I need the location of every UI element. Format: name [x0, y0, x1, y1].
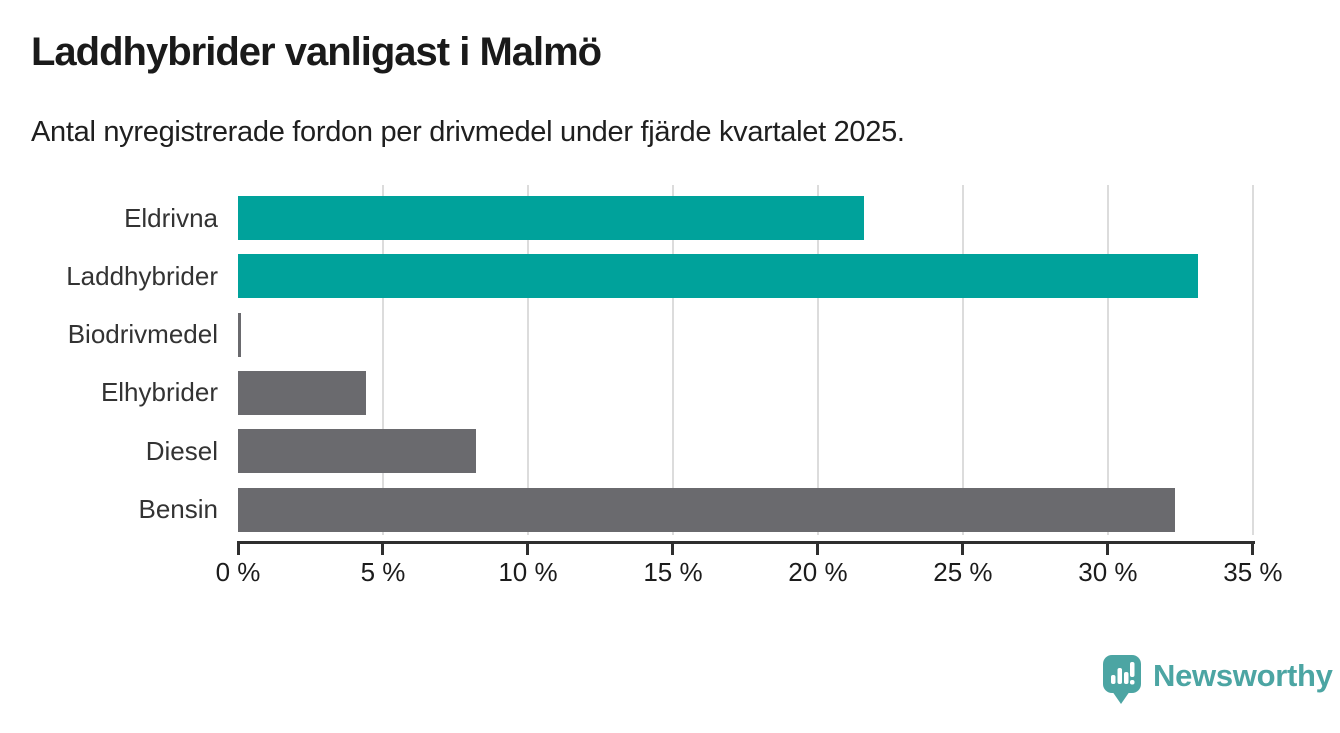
x-axis-tick-label-20: 20 % [788, 557, 848, 587]
bar-chart: Eldrivna Laddhybrider Biodrivmedel Elhybrid… [0, 185, 1340, 605]
category-label-diesel: Diesel [145, 435, 218, 466]
category-label-laddhybrider: Laddhybrider [66, 260, 218, 291]
newsworthy-logo: Newsworthy [1103, 655, 1333, 707]
logo-bar-chart-glyph [1111, 662, 1135, 685]
x-axis-tick-5 [381, 541, 385, 555]
gridline-25 [961, 185, 964, 535]
chart-title: Laddhybrider vanligast i Malmö [31, 30, 602, 74]
x-axis-tick-label-15: 15 % [643, 557, 703, 587]
x-axis-tick-20 [816, 541, 820, 555]
x-axis-tick-label-30: 30 % [1078, 557, 1138, 587]
x-axis-tick-label-5: 5 % [360, 557, 406, 587]
x-axis-tick-30 [1106, 541, 1110, 555]
category-label-eldrivna: Eldrivna [124, 202, 218, 233]
x-axis-tick-label-25: 25 % [933, 557, 993, 587]
gridline-10 [526, 185, 529, 535]
bar-laddhybrider [238, 254, 1198, 299]
bar-elhybrider [238, 370, 366, 415]
category-label-elhybrider: Elhybrider [100, 377, 218, 408]
gridline-20 [816, 185, 819, 535]
gridline-15 [671, 185, 674, 535]
x-axis-tick-label-35: 35 % [1223, 557, 1283, 587]
gridline-35 [1251, 185, 1254, 535]
chart-subtitle: Antal nyregistrerade fordon per drivmede… [31, 116, 905, 148]
bar-bensin [238, 487, 1175, 532]
x-axis-tick-35 [1251, 541, 1255, 555]
newsworthy-wordmark: Newsworthy [1153, 658, 1333, 693]
x-axis-tick-0 [236, 541, 240, 555]
gridline-5 [381, 185, 384, 535]
category-label-biodrivmedel: Biodrivmedel [67, 319, 218, 350]
x-axis-tick-label-10: 10 % [498, 557, 558, 587]
logo-bubble-tail [1112, 691, 1130, 704]
x-axis-tick-10 [526, 541, 530, 555]
x-axis-line [237, 541, 1255, 544]
x-axis-tick-25 [961, 541, 965, 555]
x-axis-tick-label-0: 0 % [215, 557, 261, 587]
speech-bubble-bar-chart-icon [1103, 655, 1141, 707]
bar-biodrivmedel [238, 312, 241, 357]
x-axis-tick-15 [671, 541, 675, 555]
category-label-bensin: Bensin [138, 494, 219, 525]
gridline-30 [1106, 185, 1109, 535]
bar-eldrivna [238, 196, 865, 240]
bar-diesel [238, 429, 476, 474]
